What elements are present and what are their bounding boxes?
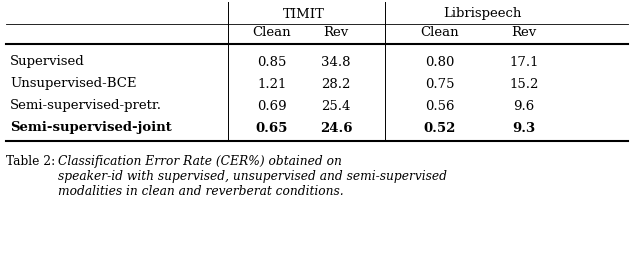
Text: Librispeech: Librispeech bbox=[443, 7, 521, 21]
Text: Rev: Rev bbox=[511, 26, 537, 39]
Text: Semi-supervised-joint: Semi-supervised-joint bbox=[10, 121, 172, 134]
Text: 24.6: 24.6 bbox=[320, 121, 352, 134]
Text: 15.2: 15.2 bbox=[509, 78, 538, 91]
Text: TIMIT: TIMIT bbox=[283, 7, 325, 21]
Text: 25.4: 25.4 bbox=[321, 100, 351, 112]
Text: Unsupervised-BCE: Unsupervised-BCE bbox=[10, 78, 137, 91]
Text: 34.8: 34.8 bbox=[321, 55, 351, 68]
Text: Semi-supervised-pretr.: Semi-supervised-pretr. bbox=[10, 100, 162, 112]
Text: Classification Error Rate (CER%) obtained on
speaker-id with supervised, unsuper: Classification Error Rate (CER%) obtaine… bbox=[58, 155, 447, 198]
Text: Supervised: Supervised bbox=[10, 55, 85, 68]
Text: 28.2: 28.2 bbox=[321, 78, 351, 91]
Text: 0.69: 0.69 bbox=[257, 100, 287, 112]
Text: 0.85: 0.85 bbox=[257, 55, 287, 68]
Text: Clean: Clean bbox=[253, 26, 291, 39]
Text: 9.3: 9.3 bbox=[513, 121, 535, 134]
Text: 9.6: 9.6 bbox=[513, 100, 535, 112]
Text: Clean: Clean bbox=[421, 26, 459, 39]
Text: Table 2:: Table 2: bbox=[6, 155, 63, 168]
Text: 0.65: 0.65 bbox=[256, 121, 288, 134]
Text: 0.56: 0.56 bbox=[425, 100, 455, 112]
Text: 17.1: 17.1 bbox=[509, 55, 538, 68]
Text: 0.75: 0.75 bbox=[425, 78, 455, 91]
Text: 1.21: 1.21 bbox=[257, 78, 287, 91]
Text: 0.80: 0.80 bbox=[425, 55, 454, 68]
Text: 0.52: 0.52 bbox=[424, 121, 456, 134]
Text: Rev: Rev bbox=[324, 26, 349, 39]
